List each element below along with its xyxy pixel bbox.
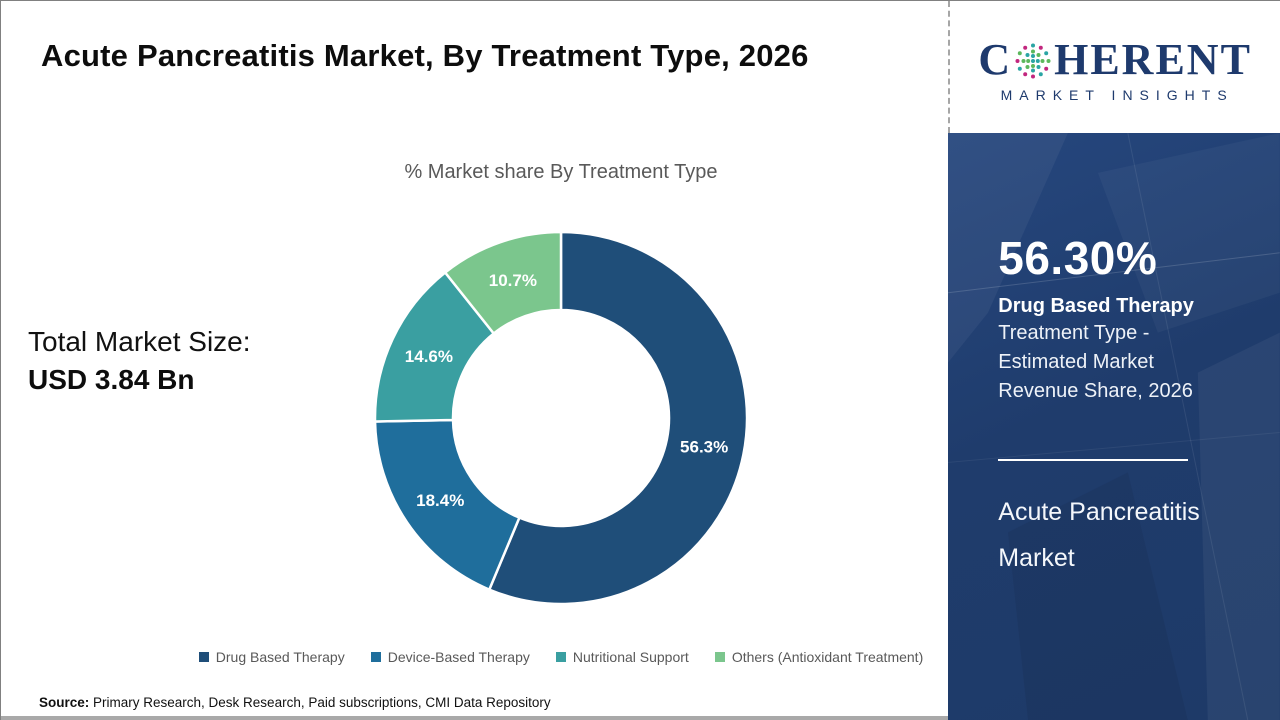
legend-label: Others (Antioxidant Treatment) bbox=[731, 649, 924, 665]
map-texture-decoration bbox=[948, 133, 1280, 720]
highlight-stat-value: 56.30% bbox=[998, 232, 1158, 284]
logo-letter-c: C bbox=[978, 34, 1013, 84]
logo: C bbox=[948, 1, 1280, 133]
logo-wordmark: C bbox=[978, 34, 1252, 84]
legend-label: Drug Based Therapy bbox=[215, 649, 345, 665]
source-text: Primary Research, Desk Research, Paid su… bbox=[89, 695, 551, 710]
divider bbox=[998, 459, 1189, 461]
donut-chart-svg: 56.3% 18.4% 14.6% 10.7% bbox=[373, 230, 749, 606]
slice-label: 56.3% bbox=[680, 438, 728, 457]
legend-swatch bbox=[714, 652, 725, 662]
sidebar-market-title: Acute Pancreatitis Market bbox=[998, 498, 1200, 573]
legend-item: Device-Based Therapy bbox=[370, 649, 530, 665]
total-market-label: Total Market Size: bbox=[28, 326, 251, 357]
sidebar-panel: 56.30% Drug Based Therapy Treatment Type… bbox=[948, 133, 1280, 720]
legend-item: Others (Antioxidant Treatment) bbox=[714, 649, 924, 665]
highlight-stat-label: Drug Based Therapy bbox=[998, 295, 1194, 317]
legend-item: Drug Based Therapy bbox=[198, 649, 345, 665]
total-market-size: Total Market Size: USD 3.84 Bn bbox=[28, 323, 251, 399]
slice-label: 14.6% bbox=[405, 347, 453, 366]
total-market-value: USD 3.84 Bn bbox=[28, 363, 195, 395]
chart-title: % Market share By Treatment Type bbox=[404, 161, 718, 183]
logo-letters-herent: HERENT bbox=[1054, 34, 1252, 84]
main-content: Acute Pancreatitis Market, By Treatment … bbox=[1, 1, 949, 720]
donut-slice bbox=[443, 230, 563, 335]
slice-label: 10.7% bbox=[489, 271, 537, 290]
highlight-stat-sublabel: Treatment Type - Estimated Market Revenu… bbox=[998, 322, 1193, 402]
highlight-stat: 56.30% Drug Based Therapy Treatment Type… bbox=[998, 231, 1218, 406]
legend-swatch bbox=[198, 652, 209, 662]
source-label: Source: bbox=[39, 695, 90, 710]
logo-subtitle: MARKET INSIGHTS bbox=[1000, 86, 1234, 103]
source-note: Source: Primary Research, Desk Research,… bbox=[39, 695, 551, 710]
right-panel: C bbox=[948, 1, 1280, 720]
coherent-globe-icon bbox=[1015, 43, 1051, 78]
donut-chart: 56.3% 18.4% 14.6% 10.7% bbox=[351, 208, 771, 628]
legend-swatch bbox=[555, 652, 566, 662]
page-title: Acute Pancreatitis Market, By Treatment … bbox=[41, 38, 809, 73]
donut-slice bbox=[488, 230, 749, 606]
legend-swatch bbox=[370, 652, 381, 662]
chart-legend: Drug Based Therapy Device-Based Therapy Nu… bbox=[151, 649, 971, 665]
slice-label: 18.4% bbox=[416, 491, 464, 510]
legend-label: Nutritional Support bbox=[572, 649, 689, 665]
legend-item: Nutritional Support bbox=[555, 649, 689, 665]
legend-label: Device-Based Therapy bbox=[387, 649, 530, 665]
